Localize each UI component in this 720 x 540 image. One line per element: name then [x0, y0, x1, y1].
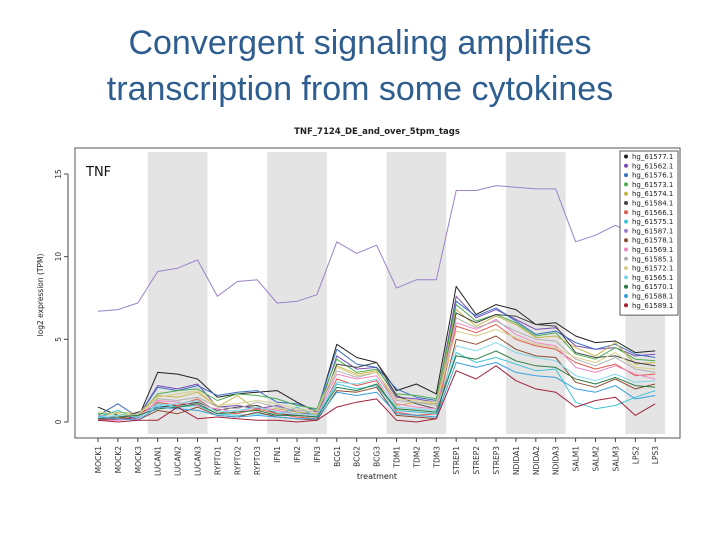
series-line-hg_61572.1 — [97, 328, 656, 416]
shaded-group-bands — [147, 152, 666, 434]
legend-marker — [624, 275, 628, 280]
x-tick-label: LPS2 — [631, 446, 640, 464]
x-tick-label: STREP2 — [472, 446, 481, 475]
x-axis-label: treatment — [357, 472, 397, 481]
legend-marker — [624, 284, 628, 289]
legend: hg_61577.1hg_61562.1 hg_61576.1hg_61573.1… — [619, 150, 679, 316]
x-tick-label: MOCK1 — [94, 446, 103, 474]
legend-label: hg_61576.1 — [632, 172, 673, 180]
series-line-hg_61587.1 — [97, 185, 656, 312]
legend-label: hg_61569.1 — [632, 246, 673, 254]
legend-marker — [624, 191, 628, 196]
legend-marker — [624, 247, 628, 252]
slide-title: Convergent signaling amplifies transcrip… — [0, 20, 720, 112]
x-tick-label: IFN1 — [273, 446, 282, 463]
y-tick-label: 5 — [54, 337, 63, 342]
x-tick-label: TDM3 — [432, 446, 441, 469]
x-tick-label: NDIDA1 — [512, 446, 521, 475]
legend-label: hg_61588.1 — [632, 293, 673, 301]
x-tick-label: SALM3 — [611, 446, 620, 472]
x-tick-label: MOCK2 — [114, 446, 123, 474]
series-line-hg_61565.1 — [97, 342, 656, 418]
legend-label: hg_61570.1 — [632, 283, 673, 291]
legend-marker — [624, 238, 628, 243]
legend-marker — [624, 266, 628, 271]
x-tick-label: MOCK3 — [134, 446, 143, 474]
x-tick-label: IFN2 — [293, 446, 302, 463]
slide-title-line-1: Convergent signaling amplifies — [128, 24, 592, 62]
x-tick-label: NDIDA2 — [532, 446, 541, 475]
legend-label: hg_61578.1 — [632, 237, 673, 245]
x-tick-label: RYPTO1 — [213, 446, 222, 475]
legend-marker — [624, 294, 628, 298]
legend-label: hg_61565.1 — [632, 274, 673, 282]
x-tick-label: LUCAN3 — [194, 446, 203, 476]
legend-label: hg_61587.1 — [632, 227, 673, 235]
shaded-band — [386, 152, 447, 434]
x-tick-label: LUCAN2 — [174, 446, 183, 476]
chart-annotation: TNF — [85, 165, 111, 180]
y-tick-label: 15 — [54, 169, 63, 179]
y-tick-label: 10 — [54, 252, 63, 262]
x-tick-label: LPS3 — [651, 446, 660, 464]
y-axis-label: log2 expression (TPM) — [36, 254, 45, 337]
shaded-band — [505, 152, 566, 434]
legend-marker — [624, 173, 628, 178]
legend-label: hg_61573.1 — [632, 181, 673, 189]
y-tick-label: 0 — [54, 419, 63, 424]
x-tick-label: STREP1 — [452, 446, 461, 475]
series-line-hg_61588.1 — [97, 362, 656, 421]
x-tick-label: RYPTO2 — [233, 446, 242, 475]
legend-label: hg_61585.1 — [632, 255, 673, 263]
legend-marker — [624, 163, 628, 168]
legend-marker — [624, 154, 628, 159]
legend-box — [619, 150, 679, 316]
legend-label: hg_61574.1 — [632, 190, 673, 198]
legend-marker — [624, 182, 628, 187]
x-tick-label: STREP3 — [492, 446, 501, 475]
series-line-hg_61575.1 — [97, 352, 656, 420]
legend-label: hg_61589.1 — [632, 302, 673, 310]
x-tick-label: BCG3 — [373, 446, 382, 467]
x-tick-label: TDM2 — [412, 446, 421, 469]
legend-marker — [624, 303, 628, 308]
x-tick-label: NDIDA3 — [552, 446, 561, 475]
legend-label: hg_61566.1 — [632, 209, 673, 217]
slide-title-line-2: transcription from some cytokines — [106, 70, 614, 108]
legend-label: hg_61584.1 — [632, 200, 673, 208]
shaded-band — [267, 152, 327, 434]
legend-marker — [624, 256, 628, 261]
x-tick-label: BCG2 — [353, 446, 362, 467]
series-lines — [97, 185, 656, 423]
series-line-hg_61584.1 — [97, 312, 656, 421]
x-tick-label: LUCAN1 — [154, 446, 163, 476]
legend-marker — [624, 228, 628, 233]
legend-marker — [624, 219, 628, 224]
x-tick-label: SALM1 — [572, 446, 581, 472]
x-tick-label: BCG1 — [333, 446, 342, 467]
legend-label: hg_61562.1 — [632, 162, 673, 170]
series-line-hg_61589.1 — [97, 365, 656, 423]
y-axis: 0 5 10 15 — [54, 169, 69, 424]
x-tick-label: SALM2 — [592, 446, 601, 472]
legend-label: hg_61572.1 — [632, 265, 673, 273]
x-tick-label: IFN3 — [313, 446, 322, 463]
legend-label: hg_61575.1 — [632, 218, 673, 226]
x-tick-label: TDM1 — [393, 446, 402, 469]
x-tick-label: RYPTO3 — [253, 446, 262, 475]
legend-marker — [624, 210, 628, 215]
legend-label: hg_61577.1 — [632, 153, 673, 161]
x-axis: MOCK1 MOCK2 MOCK3 LUCAN1 LUCAN2 LUCAN3 RYPTO1 R… — [94, 437, 660, 476]
legend-marker — [624, 201, 628, 205]
chart-title: TNF_7124_DE_and_over_5tpm_tags — [294, 127, 460, 137]
series-line-hg_61570.1 — [97, 350, 656, 420]
series-line-hg_61574.1 — [97, 309, 656, 418]
